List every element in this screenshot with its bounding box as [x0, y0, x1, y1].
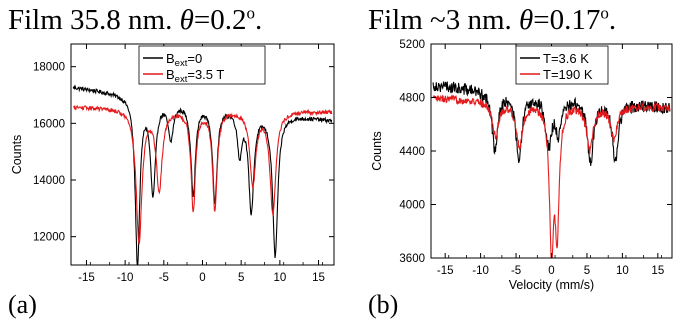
y-axis-title-a: Counts: [10, 135, 24, 175]
x-tick-label-a: -15: [78, 272, 95, 284]
chart-a-title: Film 35.8 nm. θ=0.2o.: [8, 3, 263, 36]
legend-label-b-0: T=3.6 K: [543, 51, 589, 66]
y-tick-label-a: 18000: [33, 62, 65, 74]
legend-box-a: [138, 45, 266, 85]
x-tick-label-a: 15: [312, 272, 325, 284]
y-tick-label-a: 16000: [33, 118, 65, 130]
series-line-a-1: [73, 104, 333, 245]
y-tick-label-b: 4800: [399, 93, 425, 105]
series-line-a-0: [72, 84, 333, 265]
y-axis-title-b: Counts: [370, 131, 384, 171]
y-tick-label-a: 12000: [33, 232, 65, 244]
x-tick-label-a: -5: [159, 272, 169, 284]
legend-b: T=3.6 KT=190 K: [515, 45, 609, 85]
x-tick-label-a: 5: [238, 272, 244, 284]
x-tick-label-b: -5: [511, 265, 521, 277]
legend-label-a-0: Bext=0: [166, 51, 202, 69]
chart-b: -15 -10 -5 0 5 10 15 3600 4000 4400 4800 5200 Counts…: [370, 39, 673, 292]
y-tick-label-b: 3600: [399, 253, 425, 265]
x-tick-label-a: 0: [199, 272, 205, 284]
panel-label-b: (b): [368, 290, 399, 319]
x-tick-label-b: -10: [472, 265, 489, 277]
x-tick-label-a: -10: [117, 272, 134, 284]
chart-b-title: Film ~3 nm. θ=0.17o.: [368, 3, 617, 36]
series-line-b-1: [432, 93, 671, 258]
legend-label-a-1: Bext=3.5 T: [166, 67, 224, 85]
y-tick-label-b: 4000: [399, 200, 425, 212]
x-axis-title-b: Velocity (mm/s): [509, 278, 594, 292]
x-tick-label-b: 10: [616, 265, 629, 277]
y-tick-label-a: 14000: [33, 175, 65, 187]
y-tick-label-b: 4400: [399, 146, 425, 158]
panel-label-a: (a): [8, 290, 37, 319]
legend-label-b-1: T=190 K: [543, 67, 593, 82]
x-tick-label-b: -15: [437, 265, 454, 277]
y-tick-label-b: 5200: [399, 39, 425, 51]
x-tick-label-b: 0: [548, 265, 554, 277]
legend-box-b: [515, 45, 609, 85]
chart-a: -15 -10 -5 0 5 10 15 12000 14000 16000 18000 Counts…: [10, 43, 335, 284]
series-line-b-0: [432, 81, 671, 166]
x-tick-label-a: 10: [273, 272, 286, 284]
x-tick-label-b: 15: [651, 265, 664, 277]
x-tick-label-b: 5: [584, 265, 590, 277]
